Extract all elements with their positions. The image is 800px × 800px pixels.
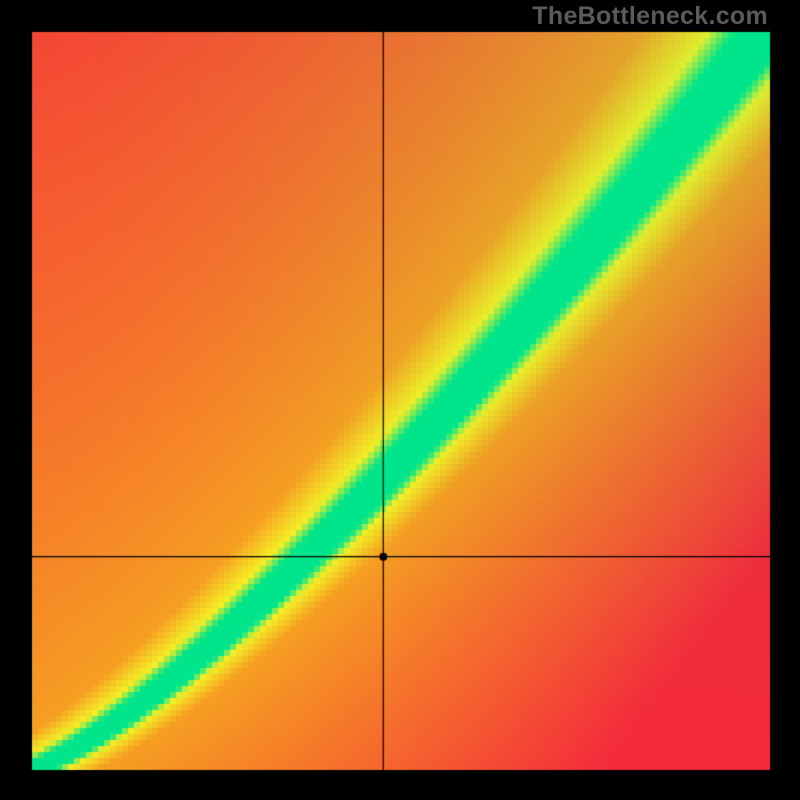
watermark-text: TheBottleneck.com bbox=[532, 2, 768, 31]
bottleneck-heatmap bbox=[0, 0, 800, 800]
chart-container: TheBottleneck.com bbox=[0, 0, 800, 800]
